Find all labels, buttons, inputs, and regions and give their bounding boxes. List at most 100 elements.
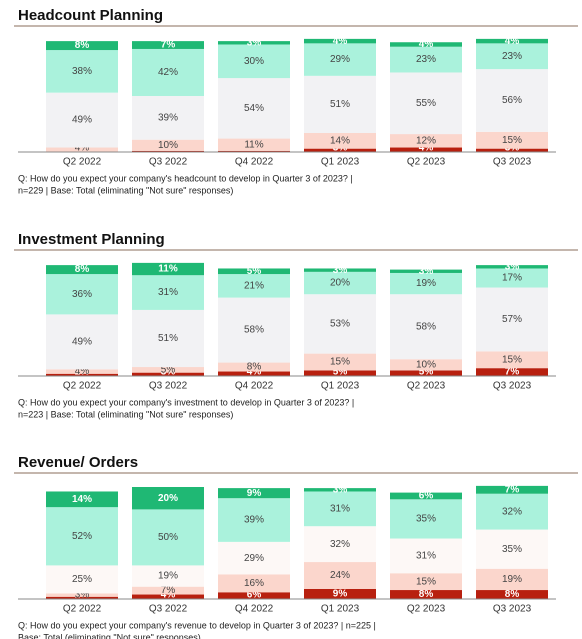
- value-label: 35%: [502, 544, 522, 555]
- value-label: 5%: [333, 367, 348, 378]
- bar-segment: [304, 43, 376, 76]
- bar-segment: [132, 372, 204, 376]
- value-label: 31%: [416, 551, 436, 562]
- bar-segment: [304, 75, 376, 133]
- value-label: 4%: [419, 39, 434, 50]
- bar-segment: [132, 594, 204, 599]
- bar-segment: [476, 368, 548, 376]
- panel-title: Revenue/ Orders: [18, 454, 138, 471]
- value-label: 20%: [158, 493, 178, 504]
- value-label: 23%: [416, 54, 436, 65]
- bar-segment: [46, 369, 118, 374]
- x-tick-label: Q4 2022: [235, 381, 274, 392]
- value-label: 29%: [330, 54, 350, 65]
- bar-segment: [304, 370, 376, 376]
- bar-segment: [390, 590, 462, 599]
- x-tick-label: Q2 2023: [407, 157, 446, 168]
- value-label: 30%: [244, 56, 264, 67]
- bar-segment: [476, 268, 548, 288]
- bar-segment: [218, 297, 290, 363]
- value-label: 11%: [244, 139, 263, 150]
- panel-title: Investment Planning: [18, 231, 165, 248]
- value-label: 15%: [502, 135, 522, 146]
- bar-segment: [46, 41, 118, 51]
- value-label: 3%: [247, 37, 262, 48]
- bar-segment: [46, 491, 118, 508]
- bar-segment: [304, 148, 376, 152]
- bar-segment: [304, 353, 376, 371]
- bar-segment: [132, 565, 204, 587]
- bar-segment: [218, 150, 290, 152]
- bar-segment: [218, 274, 290, 298]
- bar-segment: [304, 268, 376, 272]
- x-tick-label: Q3 2022: [149, 381, 188, 392]
- value-label: 38%: [72, 66, 92, 77]
- value-label: 35%: [416, 514, 436, 525]
- bar-segment: [132, 96, 204, 140]
- bar-segment: [218, 541, 290, 575]
- bar-segment: [132, 41, 204, 49]
- footnote: Base: Total (eliminating "Not sure" resp…: [18, 632, 201, 639]
- bar-segment: [46, 593, 118, 597]
- bar-segment: [46, 265, 118, 275]
- bar-segment: [132, 487, 204, 510]
- bar-segment: [304, 132, 376, 149]
- x-tick-label: Q3 2023: [493, 604, 532, 615]
- value-label: 4%: [505, 36, 520, 47]
- bar-segment: [390, 269, 462, 273]
- value-label: 19%: [502, 574, 522, 585]
- value-label: 3%: [505, 261, 520, 272]
- x-tick-label: Q2 2022: [63, 381, 102, 392]
- value-label: 39%: [158, 112, 178, 123]
- bar-segment: [476, 590, 548, 599]
- bar-segment: [304, 526, 376, 563]
- value-label: 19%: [416, 278, 436, 289]
- bar-segment: [390, 272, 462, 295]
- value-label: 7%: [161, 40, 176, 51]
- value-label: 36%: [72, 289, 92, 300]
- value-label: 24%: [330, 570, 350, 581]
- bar-segment: [218, 41, 290, 45]
- bar-segment: [132, 139, 204, 151]
- x-tick-label: Q3 2023: [493, 157, 532, 168]
- bar-segment: [390, 492, 462, 500]
- value-label: 8%: [247, 362, 262, 373]
- bar-segment: [476, 351, 548, 369]
- value-label: 14%: [330, 135, 350, 146]
- value-label: 4%: [419, 143, 434, 154]
- bar-segment: [476, 43, 548, 70]
- bar-segment: [476, 529, 548, 569]
- value-label: 5%: [419, 367, 434, 378]
- value-label: 15%: [502, 354, 522, 365]
- value-label: 53%: [330, 319, 350, 330]
- bar-segment: [132, 150, 204, 152]
- footnote: Q: How do you expect your company's reve…: [18, 620, 376, 630]
- value-label: 54%: [244, 103, 264, 114]
- value-label: 10%: [158, 140, 178, 151]
- value-label: 3%: [75, 590, 90, 601]
- bar-segment: [304, 294, 376, 354]
- footnote: Q: How do you expect your company's head…: [18, 173, 353, 183]
- value-label: 8%: [75, 264, 90, 275]
- value-label: 31%: [158, 287, 178, 298]
- value-label: 7%: [161, 585, 176, 596]
- bar-segment: [476, 69, 548, 132]
- value-label: 39%: [244, 515, 264, 526]
- value-label: 5%: [161, 364, 176, 375]
- bar-segment: [304, 271, 376, 295]
- bar-segment: [304, 488, 376, 492]
- bar-segment: [46, 147, 118, 152]
- value-label: 19%: [158, 571, 178, 582]
- value-label: 4%: [75, 143, 90, 154]
- bar-segment: [46, 314, 118, 370]
- value-label: 4%: [333, 36, 348, 47]
- x-tick-label: Q3 2022: [149, 157, 188, 168]
- value-label: 51%: [158, 333, 178, 344]
- value-label: 6%: [419, 491, 434, 502]
- bar-segment: [46, 274, 118, 315]
- bar-segment: [390, 359, 462, 371]
- value-label: 6%: [247, 590, 262, 601]
- bar-segment: [390, 573, 462, 591]
- bar-segment: [218, 44, 290, 79]
